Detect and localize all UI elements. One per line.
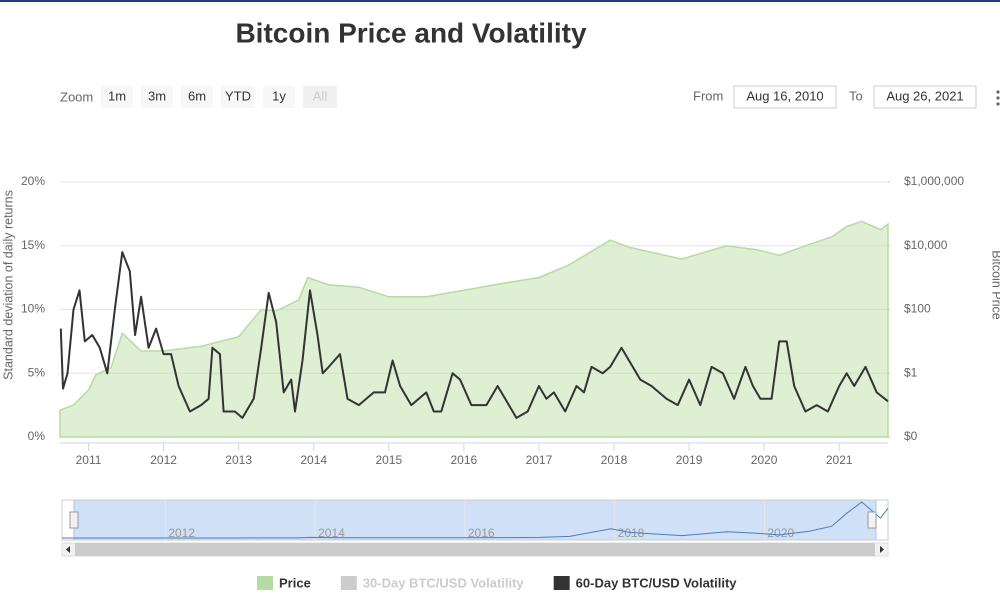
y2-tick-label: $0 bbox=[904, 429, 918, 443]
x-tick-label: 2011 bbox=[76, 453, 102, 467]
navigator-handle[interactable] bbox=[867, 511, 877, 529]
from-input[interactable] bbox=[733, 85, 837, 109]
x-tick-label: 2012 bbox=[150, 453, 177, 467]
legend-label[interactable]: 60-Day BTC/USD Volatility bbox=[576, 575, 738, 590]
navigator-tick-label: 2014 bbox=[318, 526, 345, 540]
scrollbar-thumb[interactable] bbox=[75, 543, 875, 556]
legend-swatch[interactable] bbox=[257, 576, 273, 590]
zoom-button[interactable] bbox=[263, 86, 295, 108]
y-tick-label: 5% bbox=[28, 365, 46, 379]
y2-axis-title: Bitcoin Price bbox=[990, 250, 1000, 320]
zoom-button-label[interactable]: All bbox=[313, 88, 328, 103]
scroll-arrow-right[interactable] bbox=[880, 546, 884, 553]
to-label: To bbox=[849, 88, 863, 103]
zoom-button-label[interactable]: 3m bbox=[148, 88, 166, 103]
legend-swatch[interactable] bbox=[553, 576, 570, 590]
x-tick-label: 2020 bbox=[751, 453, 778, 467]
legend-label[interactable]: Price bbox=[279, 575, 311, 590]
scroll-arrow-left[interactable] bbox=[66, 546, 70, 553]
to-date[interactable]: Aug 26, 2021 bbox=[886, 88, 963, 103]
x-tick-label: 2021 bbox=[826, 453, 853, 467]
x-tick-label: 2015 bbox=[375, 453, 402, 467]
y2-tick-label: $10,000 bbox=[904, 238, 948, 252]
y-tick-label: 15% bbox=[21, 238, 45, 252]
navigator-line bbox=[62, 501, 889, 539]
zoom-button[interactable] bbox=[221, 86, 255, 108]
y-tick-label: 0% bbox=[28, 429, 46, 443]
navigator-tick-label: 2016 bbox=[468, 526, 495, 540]
y-tick-label: 20% bbox=[21, 174, 45, 188]
navigator-tick-label: 2012 bbox=[168, 526, 195, 540]
navigator-tick-label: 2018 bbox=[618, 526, 645, 540]
from-label: From bbox=[693, 88, 723, 103]
zoom-button[interactable] bbox=[303, 86, 337, 108]
navigator-frame bbox=[61, 499, 889, 541]
zoom-button-label[interactable]: 6m bbox=[188, 88, 206, 103]
y2-tick-label: $1 bbox=[904, 365, 918, 379]
x-tick-label: 2019 bbox=[676, 453, 703, 467]
y2-tick-label: $100 bbox=[904, 302, 931, 316]
x-tick-label: 2014 bbox=[300, 453, 327, 467]
menu-icon[interactable] bbox=[996, 90, 1000, 106]
x-tick-label: 2017 bbox=[526, 453, 553, 467]
zoom-buttons: 1m 3m 6m YTD 1y All bbox=[101, 86, 337, 108]
chart-title: Bitcoin Price and Volatility bbox=[235, 17, 587, 48]
x-tick-label: 2018 bbox=[601, 453, 628, 467]
zoom-button-label[interactable]: YTD bbox=[225, 88, 251, 103]
zoom-button-label[interactable]: 1y bbox=[272, 88, 286, 103]
zoom-button[interactable] bbox=[101, 86, 133, 108]
y-axis-title: Standard deviation of daily returns bbox=[1, 190, 15, 380]
zoom-button-label[interactable]: 1m bbox=[108, 88, 126, 103]
top-border bbox=[0, 0, 1000, 2]
y2-tick-label: $1,000,000 bbox=[904, 174, 964, 188]
legend-swatch[interactable] bbox=[340, 576, 357, 590]
navigator-handle[interactable] bbox=[69, 511, 79, 529]
volatility-line bbox=[59, 251, 889, 419]
to-input[interactable] bbox=[873, 85, 977, 109]
x-tick-label: 2013 bbox=[225, 453, 252, 467]
y-tick-label: 10% bbox=[21, 302, 45, 316]
price-area bbox=[59, 220, 889, 438]
zoom-button[interactable] bbox=[141, 86, 173, 108]
from-date[interactable]: Aug 16, 2010 bbox=[746, 88, 823, 103]
zoom-label: Zoom bbox=[60, 89, 93, 104]
navigator-tick-label: 2020 bbox=[767, 526, 794, 540]
legend-label[interactable]: 30-Day BTC/USD Volatility bbox=[363, 575, 525, 590]
x-tick-label: 2016 bbox=[451, 453, 478, 467]
zoom-button[interactable] bbox=[181, 86, 213, 108]
